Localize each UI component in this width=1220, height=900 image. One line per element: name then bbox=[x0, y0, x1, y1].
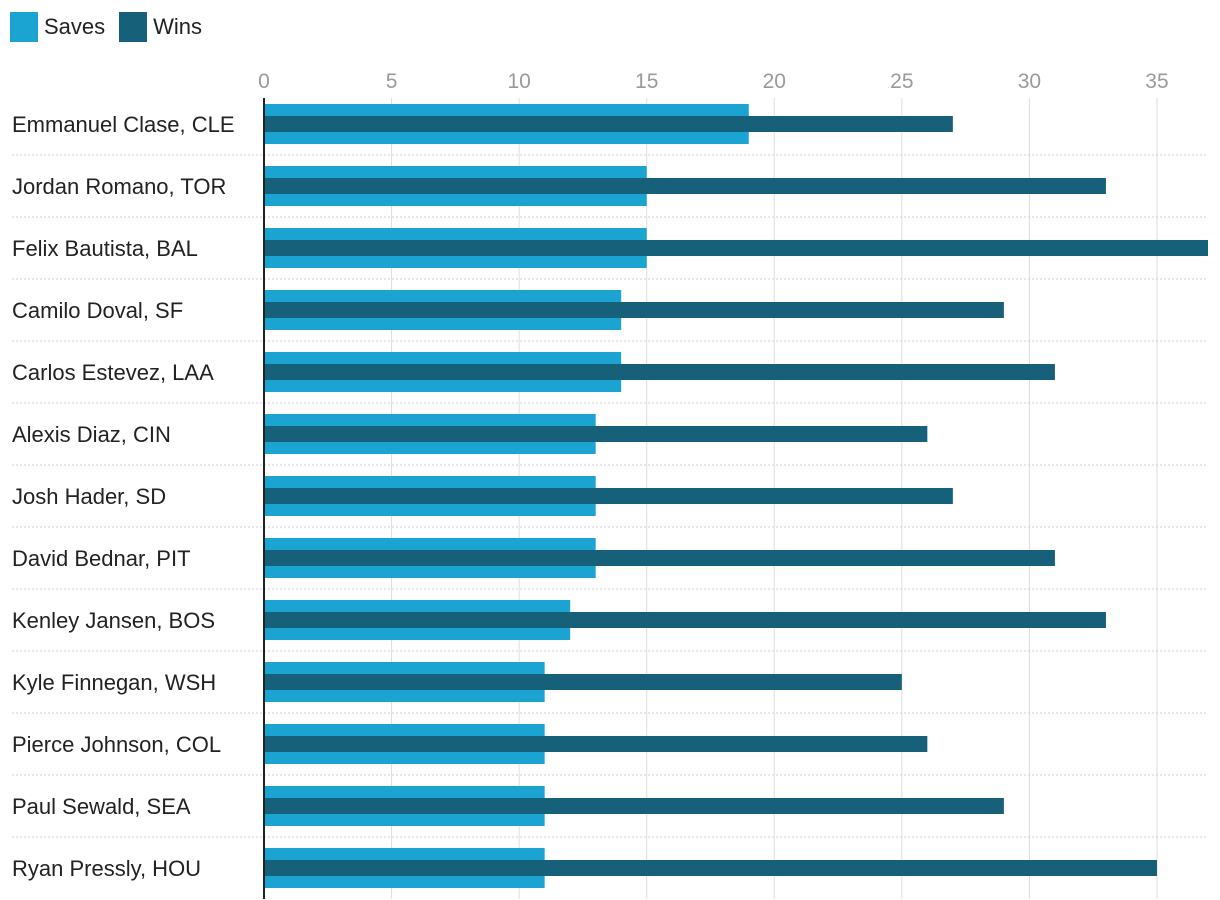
x-tick-label-25: 25 bbox=[890, 70, 913, 93]
bar-wins bbox=[264, 426, 928, 442]
x-tick-label-10: 10 bbox=[507, 70, 530, 93]
bar-wins bbox=[264, 612, 1106, 628]
bar-wins bbox=[264, 488, 953, 504]
bar-wins bbox=[264, 302, 1004, 318]
legend-label-saves: Saves bbox=[44, 14, 106, 39]
category-label: Camilo Doval, SF bbox=[12, 298, 183, 323]
legend: Saves Wins bbox=[10, 12, 216, 42]
category-label: David Bednar, PIT bbox=[12, 546, 191, 571]
bar-wins bbox=[264, 550, 1055, 566]
legend-label-wins: Wins bbox=[153, 14, 203, 39]
category-label: Josh Hader, SD bbox=[12, 484, 166, 509]
category-label: Pierce Johnson, COL bbox=[12, 732, 221, 757]
category-label: Jordan Romano, TOR bbox=[12, 174, 226, 199]
bar-wins bbox=[264, 178, 1106, 194]
legend-item-wins: Wins bbox=[119, 12, 202, 42]
bar-wins bbox=[264, 674, 902, 690]
x-tick-label-15: 15 bbox=[635, 70, 658, 93]
x-tick-label-20: 20 bbox=[763, 70, 786, 93]
bar-wins bbox=[264, 240, 1208, 256]
bar-wins bbox=[264, 116, 953, 132]
x-tick-label-0: 0 bbox=[258, 70, 270, 93]
category-label: Alexis Diaz, CIN bbox=[12, 422, 171, 447]
legend-swatch-saves bbox=[10, 12, 38, 42]
bar-wins bbox=[264, 364, 1055, 380]
x-tick-label-5: 5 bbox=[386, 70, 398, 93]
category-label: Emmanuel Clase, CLE bbox=[12, 112, 235, 137]
category-label: Paul Sewald, SEA bbox=[12, 794, 191, 819]
category-label: Carlos Estevez, LAA bbox=[12, 360, 214, 385]
category-label: Ryan Pressly, HOU bbox=[12, 856, 201, 881]
x-tick-label-30: 30 bbox=[1018, 70, 1041, 93]
legend-swatch-wins bbox=[119, 12, 148, 42]
bar-wins bbox=[264, 798, 1004, 814]
bar-wins bbox=[264, 860, 1157, 876]
x-tick-label-35: 35 bbox=[1145, 70, 1168, 93]
category-label: Felix Bautista, BAL bbox=[12, 236, 198, 261]
bar-wins bbox=[264, 736, 928, 752]
category-label: Kenley Jansen, BOS bbox=[12, 608, 215, 633]
category-label: Kyle Finnegan, WSH bbox=[12, 670, 216, 695]
legend-item-saves: Saves bbox=[10, 12, 105, 42]
